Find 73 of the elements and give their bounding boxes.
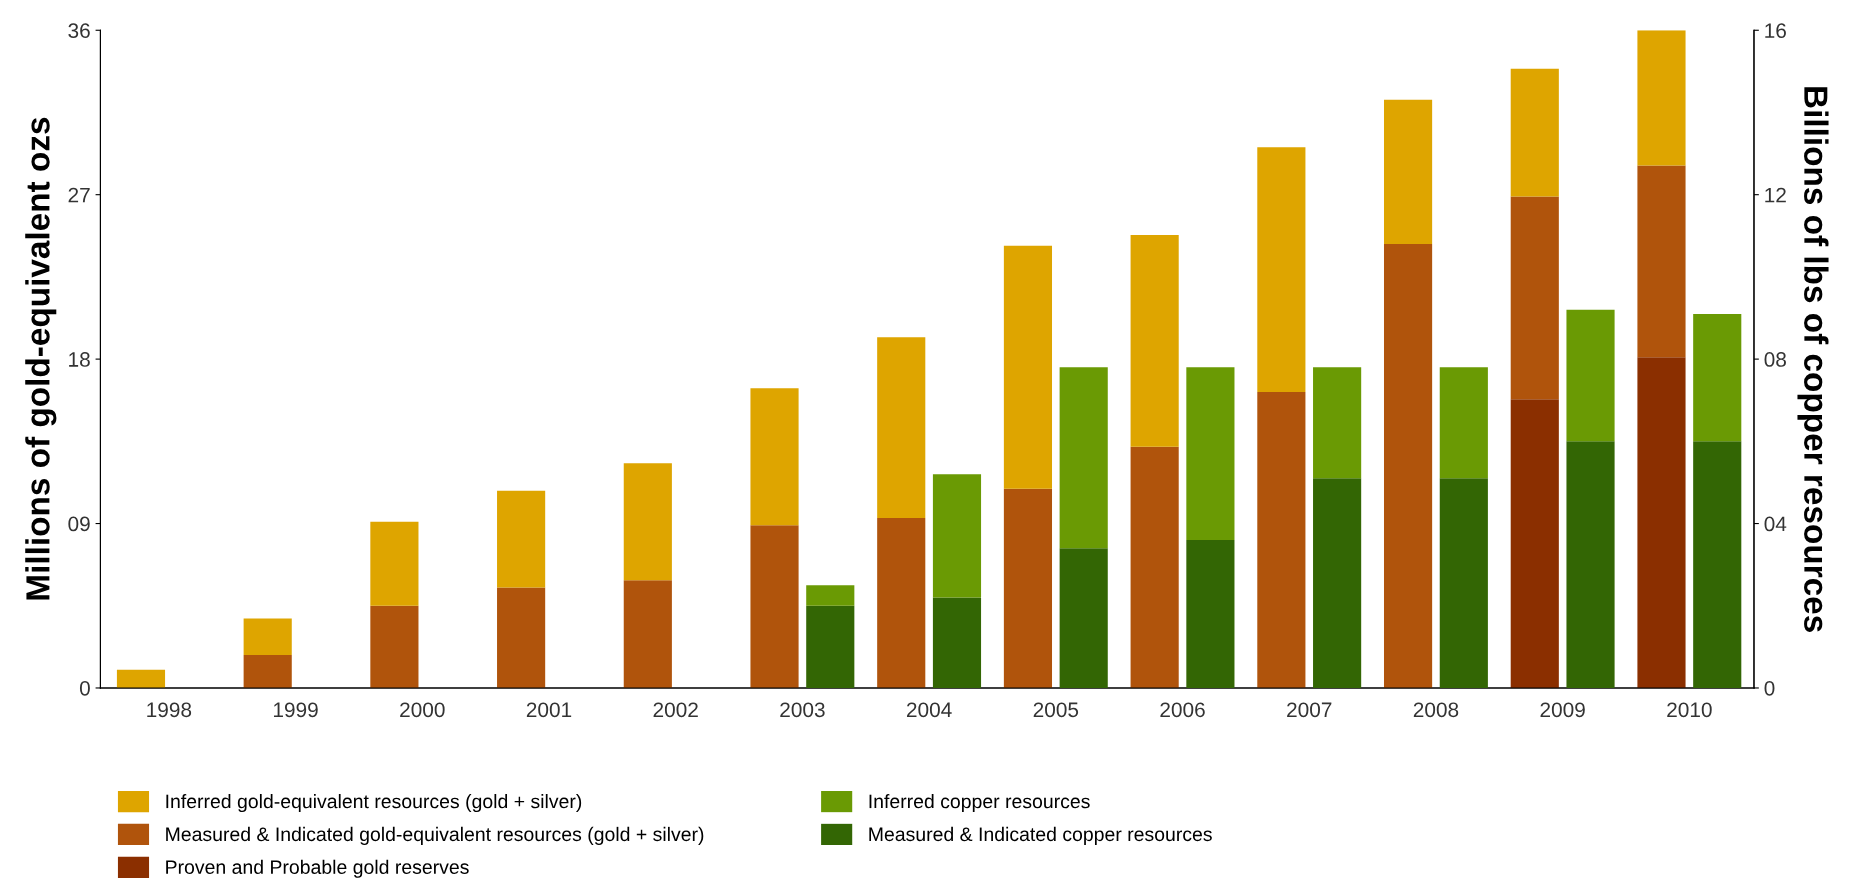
bar	[370, 521, 419, 606]
y2-tick-label: 16	[1765, 23, 1786, 39]
y-tick-label: 18	[69, 352, 90, 367]
bar	[932, 597, 982, 688]
y-tick-label: 27	[68, 187, 90, 203]
x-tick-label: 2000	[400, 702, 445, 718]
y-tick-label: 09	[68, 516, 90, 532]
bar	[370, 605, 419, 688]
bar	[497, 490, 546, 588]
y-tick-label: 36	[68, 23, 90, 39]
bar	[1257, 392, 1306, 688]
bar	[806, 605, 855, 688]
x-tick-label: 1998	[147, 702, 192, 718]
bar	[1510, 399, 1559, 688]
bar	[243, 618, 292, 656]
legend-label: Measured & Indicated copper resources	[869, 826, 1212, 845]
x-tick-label: 2007	[1287, 702, 1332, 718]
x-tick-label: 1999	[273, 702, 318, 718]
bar	[497, 587, 546, 688]
bar	[1510, 68, 1559, 197]
bar	[1257, 147, 1306, 392]
bar	[877, 337, 926, 519]
bar	[116, 669, 166, 688]
bar	[806, 585, 855, 606]
y2-tick-label: 08	[1764, 352, 1786, 367]
bar	[1130, 446, 1179, 688]
bar	[1313, 367, 1362, 479]
x-tick-label: 2005	[1033, 702, 1079, 718]
x-tick-label: 2010	[1667, 702, 1712, 718]
x-tick-label: 2001	[526, 702, 572, 718]
legend-label: Inferred copper resources	[869, 793, 1090, 813]
y2-axis-title: Billions of lbs of copper resources	[1797, 87, 1829, 632]
bar	[1059, 548, 1108, 688]
bar	[1693, 313, 1742, 442]
legend-label: Proven and Probable gold reserves	[166, 859, 469, 878]
bar	[750, 525, 799, 688]
y2-tick-label: 0	[1764, 680, 1775, 696]
bar	[932, 474, 982, 598]
bar	[1637, 165, 1686, 358]
bar	[1186, 367, 1235, 540]
x-tick-label: 2003	[780, 702, 825, 718]
bar	[1130, 234, 1179, 447]
bar	[623, 580, 672, 688]
bar	[1186, 539, 1235, 688]
bar	[1566, 441, 1615, 688]
legend-label: Inferred gold-equivalent resources (gold + silver)	[166, 793, 582, 813]
x-tick-label: 2006	[1160, 702, 1205, 718]
bar	[1003, 245, 1053, 489]
y-axis-title: Millions of gold-equivalent ozs	[25, 117, 57, 600]
x-tick-label: 2002	[653, 702, 698, 718]
bar	[1003, 488, 1053, 688]
x-tick-label: 2004	[906, 702, 952, 718]
bar	[1313, 478, 1362, 688]
bar	[1510, 196, 1559, 400]
bar	[1059, 367, 1108, 549]
bar	[750, 388, 799, 526]
bar	[1383, 99, 1433, 245]
y2-tick-label: 04	[1764, 516, 1787, 532]
bar	[1637, 30, 1686, 166]
bar	[877, 518, 926, 688]
x-tick-label: 2008	[1413, 702, 1459, 718]
bar	[1439, 478, 1488, 688]
legend-label: Measured & Indicated gold-equivalent resources (gold + silver)	[166, 826, 704, 845]
bar	[1566, 309, 1615, 442]
y-tick-label: 0	[79, 680, 90, 696]
bar	[1693, 441, 1742, 688]
bar	[1383, 244, 1433, 688]
bar	[1637, 357, 1686, 688]
bar	[623, 463, 672, 581]
bar	[243, 655, 292, 688]
bar	[1439, 367, 1488, 479]
x-tick-label: 2009	[1540, 702, 1585, 718]
y2-tick-label: 12	[1765, 187, 1786, 203]
